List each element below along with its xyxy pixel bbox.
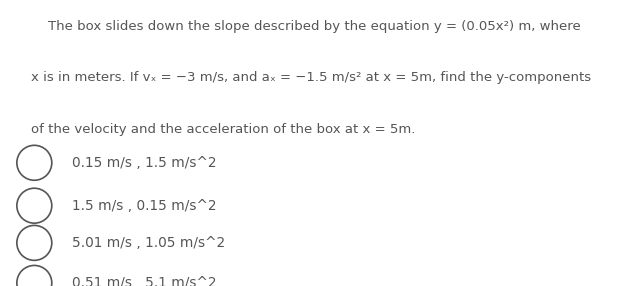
Text: x is in meters. If vₓ = −3 m/s, and aₓ = −1.5 m/s² at x = 5m, find the y-compone: x is in meters. If vₓ = −3 m/s, and aₓ =… [31, 72, 592, 84]
Text: 0.15 m/s , 1.5 m/s^2: 0.15 m/s , 1.5 m/s^2 [72, 156, 217, 170]
Text: The box slides down the slope described by the equation y = (0.05x²) m, where: The box slides down the slope described … [31, 20, 581, 33]
Text: 1.5 m/s , 0.15 m/s^2: 1.5 m/s , 0.15 m/s^2 [72, 199, 217, 213]
Text: 5.01 m/s , 1.05 m/s^2: 5.01 m/s , 1.05 m/s^2 [72, 236, 225, 250]
Text: 0.51 m/s , 5.1 m/s^2: 0.51 m/s , 5.1 m/s^2 [72, 276, 217, 286]
Text: of the velocity and the acceleration of the box at x = 5m.: of the velocity and the acceleration of … [31, 123, 416, 136]
